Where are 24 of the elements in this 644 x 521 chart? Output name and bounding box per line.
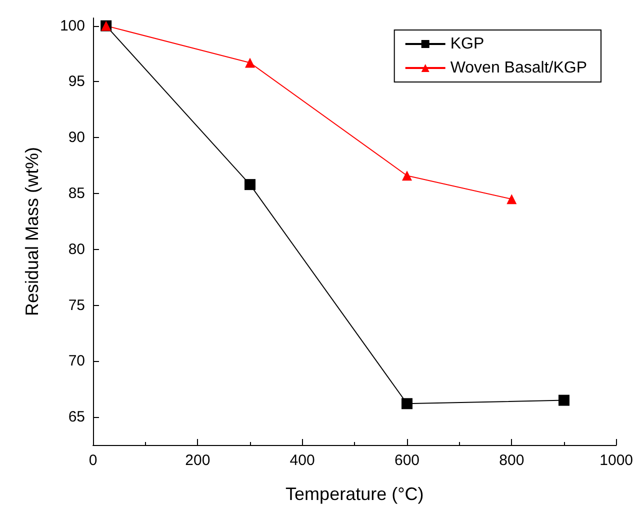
y-tick-label: 90 xyxy=(68,129,85,146)
point xyxy=(244,179,256,190)
x-tick-label: 800 xyxy=(499,452,524,469)
point xyxy=(244,58,255,68)
x-tick-label: 200 xyxy=(185,452,210,469)
point xyxy=(558,394,570,406)
point xyxy=(402,170,412,181)
legend-label: Woven Basalt/KGP xyxy=(450,60,587,76)
x-axis-title: Temperature (°C) xyxy=(286,484,424,504)
y-axis-title: Residual Mass (wt%) xyxy=(22,146,42,316)
legend-label: KGP xyxy=(450,36,484,52)
y-tick-label: 70 xyxy=(68,352,85,370)
y-tick-label: 80 xyxy=(68,240,85,258)
x-tick-label: 400 xyxy=(290,452,315,469)
point xyxy=(401,398,412,410)
y-tick-label: 95 xyxy=(68,73,85,90)
y-tick-label: 100 xyxy=(60,17,85,34)
x-tick-label: 600 xyxy=(394,452,420,469)
y-tick-label: 75 xyxy=(68,296,85,314)
y-tick-label: 85 xyxy=(68,184,85,202)
x-tick-label: 0 xyxy=(88,452,98,469)
point xyxy=(506,194,517,204)
x-tick-label: 1000 xyxy=(600,452,634,469)
y-tick-label: 65 xyxy=(68,408,85,426)
